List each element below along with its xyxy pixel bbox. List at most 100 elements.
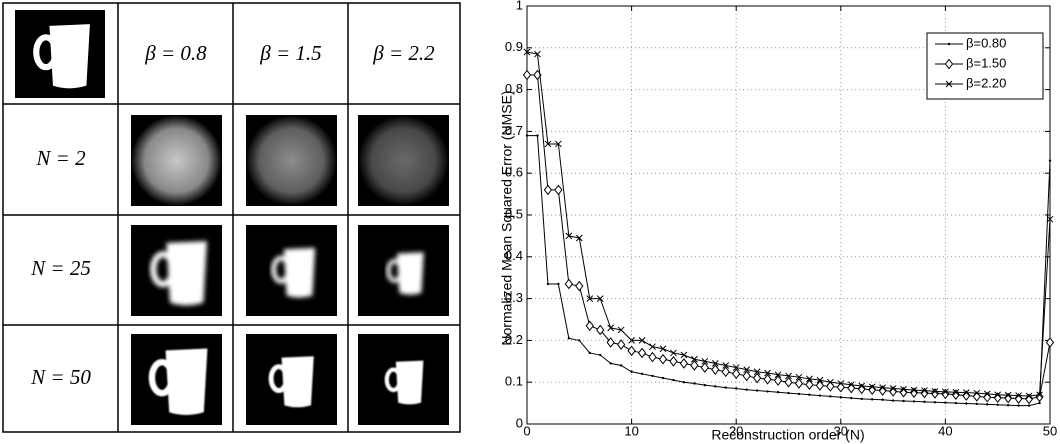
- marker: [868, 384, 877, 396]
- marker: [536, 134, 539, 137]
- marker: [996, 403, 999, 406]
- marker: [1025, 392, 1033, 400]
- marker: [651, 374, 654, 378]
- y-axis-label: Normalized Mean Squared Error (NMSE): [499, 90, 515, 345]
- marker: [575, 280, 584, 292]
- marker: [858, 382, 866, 390]
- marker: [544, 140, 552, 148]
- marker: [787, 391, 790, 395]
- marker: [816, 376, 824, 384]
- marker: [947, 42, 951, 46]
- row-header: N = 50: [30, 365, 91, 389]
- marker: [714, 385, 717, 388]
- image-table: β = 0.8 β = 1.5 β = 2.2 N = 2 N = 25 N =…: [2, 2, 461, 433]
- series-line: [527, 74, 1051, 400]
- marker: [806, 375, 813, 383]
- marker: [567, 337, 571, 340]
- marker: [640, 372, 644, 376]
- marker: [888, 386, 898, 397]
- marker: [962, 389, 970, 397]
- marker: [522, 69, 532, 81]
- marker: [565, 232, 573, 240]
- marker: [732, 364, 740, 371]
- marker: [878, 385, 887, 396]
- y-tick-label: 0.5: [505, 206, 523, 221]
- marker: [763, 373, 772, 385]
- marker: [870, 398, 874, 401]
- y-tick-label: 0: [516, 415, 523, 430]
- marker: [764, 369, 771, 377]
- marker: [1004, 392, 1013, 404]
- marker: [1004, 391, 1012, 399]
- marker: [690, 360, 699, 371]
- row-header: N = 2: [35, 146, 86, 170]
- x-axis-label: Reconstruction order (N): [711, 427, 864, 443]
- marker: [881, 398, 884, 401]
- y-tick-label: 0.9: [505, 39, 523, 54]
- column-header: β = 1.5: [259, 41, 321, 65]
- marker: [795, 373, 803, 381]
- marker: [609, 362, 612, 365]
- x-tick-label: 10: [624, 423, 638, 438]
- marker: [942, 388, 949, 396]
- marker: [983, 390, 991, 398]
- marker: [596, 324, 605, 336]
- marker: [829, 395, 832, 398]
- marker: [599, 353, 602, 357]
- marker: [578, 339, 581, 342]
- marker: [523, 48, 531, 56]
- marker: [1024, 393, 1034, 405]
- y-tick-label: 0.7: [505, 123, 523, 138]
- legend-label: β=1.50: [966, 55, 1006, 70]
- marker: [1017, 404, 1020, 407]
- marker: [753, 368, 761, 376]
- marker: [682, 381, 686, 384]
- marker: [525, 134, 529, 137]
- marker: [766, 390, 769, 393]
- marker: [755, 389, 759, 392]
- marker: [585, 320, 594, 332]
- marker: [794, 378, 804, 389]
- marker: [944, 401, 947, 404]
- marker: [658, 353, 668, 365]
- marker: [596, 295, 604, 302]
- marker: [564, 278, 573, 290]
- marker: [575, 234, 583, 242]
- legend-label: β=2.20: [966, 75, 1006, 90]
- marker: [732, 368, 741, 380]
- marker: [850, 396, 853, 400]
- series-line: [526, 51, 1051, 397]
- x-tick-label: 0: [523, 423, 530, 438]
- marker: [693, 382, 696, 385]
- marker: [752, 372, 762, 384]
- marker: [847, 381, 855, 389]
- y-tick-label: 0.6: [505, 165, 523, 180]
- marker: [648, 351, 657, 363]
- marker: [555, 140, 562, 148]
- reconstruction-image: [358, 115, 449, 206]
- marker: [965, 402, 968, 405]
- marker: [805, 379, 814, 391]
- marker: [994, 391, 1002, 399]
- row-header: N = 25: [30, 256, 91, 280]
- marker: [649, 343, 656, 351]
- marker: [839, 396, 842, 399]
- marker: [923, 400, 926, 404]
- marker: [891, 399, 895, 402]
- marker: [826, 381, 835, 392]
- marker: [588, 351, 591, 355]
- marker: [945, 80, 953, 88]
- marker: [815, 380, 825, 391]
- x-tick-label: 40: [938, 423, 952, 438]
- marker: [554, 184, 563, 196]
- marker: [670, 349, 677, 357]
- marker: [711, 364, 720, 375]
- column-header: β = 0.8: [144, 41, 207, 65]
- marker: [962, 390, 971, 401]
- marker: [944, 58, 954, 70]
- marker: [546, 282, 550, 286]
- marker: [619, 364, 623, 367]
- marker: [691, 355, 698, 363]
- marker: [857, 383, 866, 395]
- marker: [607, 324, 615, 332]
